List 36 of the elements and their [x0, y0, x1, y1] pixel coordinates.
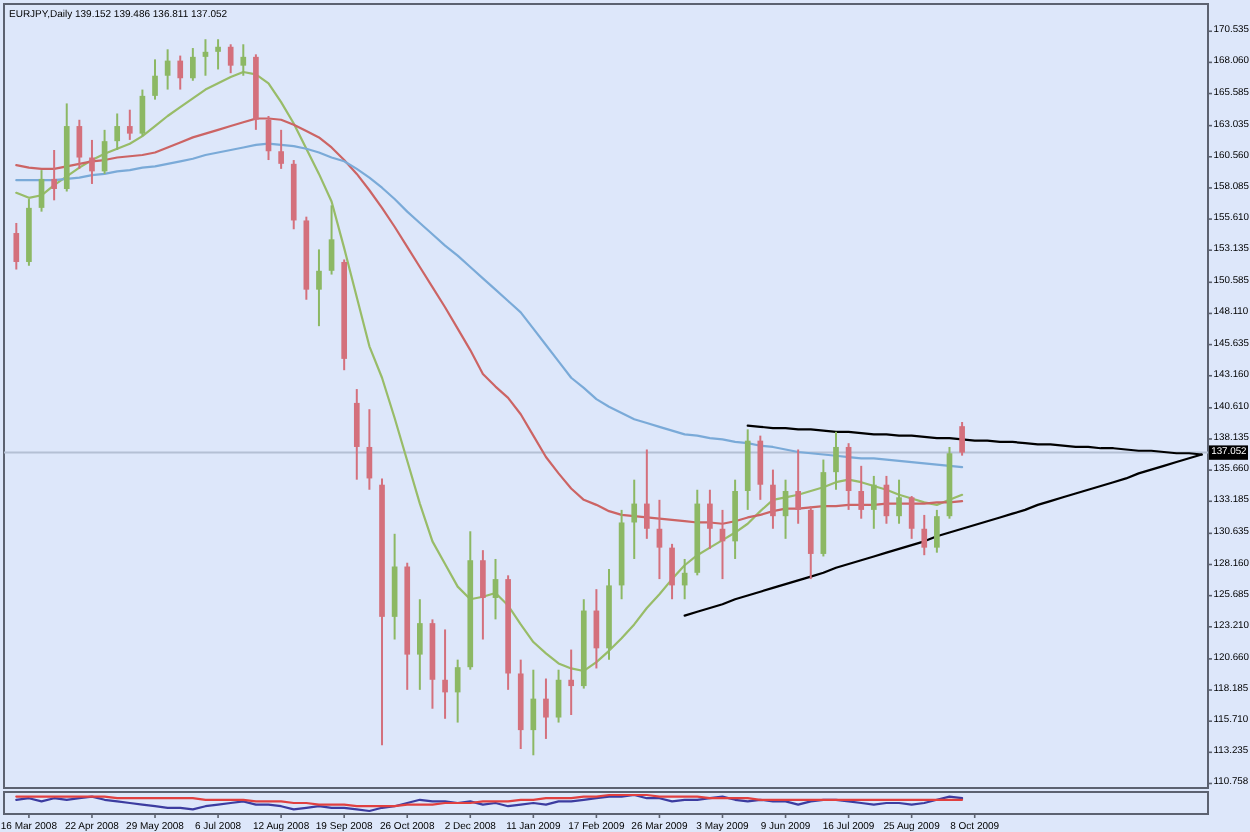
candlestick — [921, 513, 928, 557]
candlestick — [770, 468, 776, 530]
candlestick — [934, 508, 940, 554]
candlestick — [126, 108, 133, 141]
candlestick — [227, 43, 234, 75]
candlestick — [442, 628, 448, 720]
candlestick — [353, 388, 360, 481]
candlestick — [643, 448, 650, 540]
candlestick — [454, 658, 461, 724]
candlestick — [480, 549, 486, 641]
candlestick — [543, 677, 549, 740]
candlestick — [896, 478, 902, 525]
candlestick — [152, 58, 158, 101]
candlestick — [681, 557, 688, 601]
candlestick — [707, 488, 713, 550]
candlestick — [833, 430, 839, 491]
candlestick — [795, 448, 801, 525]
candlestick — [757, 434, 764, 501]
candlestick — [669, 542, 675, 601]
candlestick — [807, 505, 814, 581]
candlestick — [316, 248, 322, 328]
candlestick — [959, 420, 965, 457]
candlestick — [870, 474, 877, 530]
candlestick — [89, 138, 95, 185]
candlestick — [530, 668, 537, 757]
candlestick — [13, 221, 20, 271]
candlestick — [215, 38, 221, 71]
candlestick — [568, 648, 575, 717]
candlestick — [190, 47, 196, 82]
candlestick — [417, 598, 423, 691]
candlestick — [114, 112, 121, 151]
candlestick — [631, 478, 638, 560]
candlestick — [858, 464, 865, 520]
candlestick — [177, 54, 184, 91]
candlestick — [278, 128, 284, 170]
candlestick — [51, 148, 57, 202]
